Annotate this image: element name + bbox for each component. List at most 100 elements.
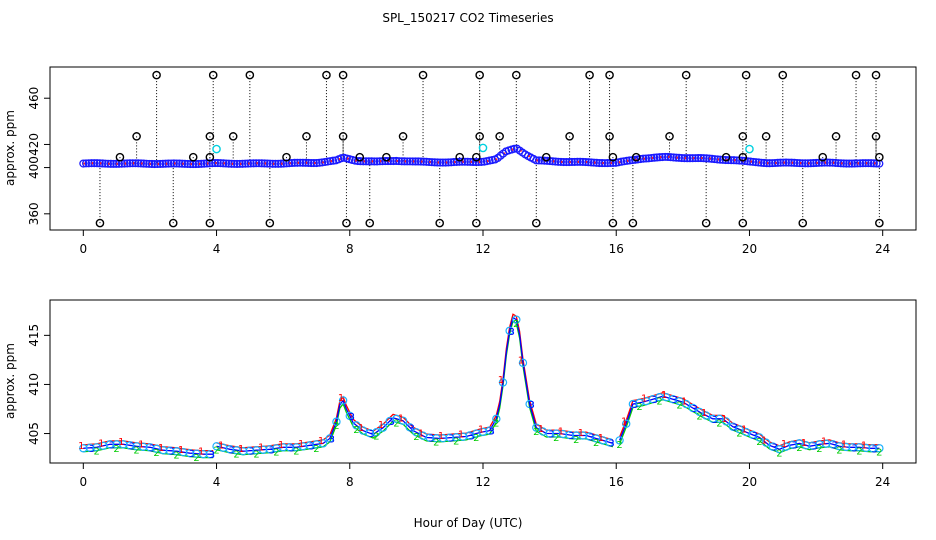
series-marker-1: 1 [761,435,767,446]
data-point [449,158,458,167]
data-point [755,433,764,442]
data-point [847,159,856,168]
data-point [861,159,870,168]
series-marker-2: 2 [616,440,622,451]
data-point [729,156,738,165]
data-point [345,411,354,421]
x-tick-label: 8 [346,242,354,256]
series-marker-3: 3 [209,450,215,461]
outlier-point [512,70,521,80]
data-point [592,158,601,167]
outlier-point [455,152,464,162]
data-point [254,159,264,168]
x-tick-label: 20 [742,242,757,256]
cyan-point [478,143,488,153]
data-point [403,157,412,166]
data-point [325,434,334,443]
data-point [584,158,593,167]
data-point [622,419,631,428]
data-point [219,159,228,168]
data-point [609,158,618,167]
data-point [79,159,88,168]
data-point [695,407,704,417]
series-marker-1: 1 [578,428,584,439]
series-marker-3: 3 [409,423,415,434]
series-marker-3: 3 [752,431,758,442]
series-marker-2: 2 [756,437,762,448]
series-marker-2: 2 [233,450,239,461]
outlier-point [132,132,141,141]
data-point [532,423,541,432]
data-point [485,426,494,435]
outlier-point [721,152,731,162]
series-marker-3: 3 [189,449,195,460]
series-marker-3: 3 [588,432,594,443]
data-point [474,157,483,167]
series-marker-3: 3 [109,440,115,451]
data-point [803,159,813,168]
data-point [186,159,195,169]
data-point [548,157,557,166]
series-marker-2: 2 [113,444,119,455]
data-point [605,438,614,447]
series-marker-1: 1 [558,427,564,438]
data-point [814,158,824,167]
series-marker-1: 1 [418,428,424,439]
series-marker-3: 3 [488,427,494,438]
data-point [213,159,222,168]
data-point [205,159,214,168]
data-point [169,159,178,168]
data-point [820,158,829,167]
series-marker-3: 3 [289,443,295,454]
data-point [713,155,722,164]
bottom-y-axis-label: approx. ppm [3,343,17,419]
data-point [510,144,519,153]
series-marker-2: 2 [133,446,139,457]
data-point [221,159,231,168]
outlier-point [168,218,178,228]
series-marker-3: 3 [792,441,798,452]
data-point [400,157,409,166]
series-marker-3: 3 [852,443,858,454]
data-point [394,157,404,166]
series-marker-1: 1 [338,393,344,404]
series-marker-3: 3 [872,444,878,455]
series-marker-2: 2 [453,437,459,448]
outlier-point [302,132,311,141]
data-point [98,159,107,168]
data-point [263,159,272,168]
series-marker-1: 1 [781,439,787,450]
data-point [178,159,187,168]
data-point [136,159,146,168]
data-point [790,158,799,167]
series-marker-3: 3 [449,434,455,445]
data-point [543,156,552,165]
data-point [696,154,705,163]
data-point [318,439,328,448]
series-marker-3: 3 [732,423,738,434]
data-point [663,152,673,162]
cyan-point [745,144,754,154]
outlier-point [631,152,641,162]
data-point [230,159,239,168]
x-tick-label: 12 [475,242,490,256]
outlier-point [205,152,215,162]
series-marker-1: 1 [98,438,104,449]
data-point [238,159,247,168]
data-point [828,158,837,167]
outlier-point [738,152,748,162]
data-point [875,444,884,453]
data-point [131,159,140,168]
data-point [707,154,716,163]
data-point [779,158,788,167]
series-marker-1: 1 [358,423,364,434]
data-point [869,159,878,168]
outlier-point [152,70,161,80]
outlier-point [265,218,275,228]
x-tick-label: 16 [609,242,624,256]
series-marker-3: 3 [632,400,638,411]
data-point [551,157,560,166]
series-marker-2: 2 [313,444,319,455]
